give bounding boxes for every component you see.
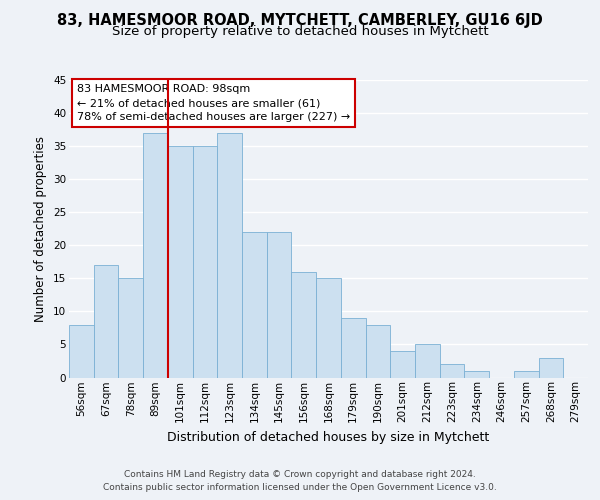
Bar — [94, 265, 118, 378]
Bar — [365, 324, 390, 378]
Bar — [143, 133, 168, 378]
Bar — [464, 371, 489, 378]
Text: 83, HAMESMOOR ROAD, MYTCHETT, CAMBERLEY, GU16 6JD: 83, HAMESMOOR ROAD, MYTCHETT, CAMBERLEY,… — [57, 12, 543, 28]
Bar — [217, 133, 242, 378]
Bar — [193, 146, 217, 378]
Bar — [267, 232, 292, 378]
Bar — [316, 278, 341, 378]
Text: 83 HAMESMOOR ROAD: 98sqm
← 21% of detached houses are smaller (61)
78% of semi-d: 83 HAMESMOOR ROAD: 98sqm ← 21% of detach… — [77, 84, 350, 122]
Bar — [390, 351, 415, 378]
Y-axis label: Number of detached properties: Number of detached properties — [34, 136, 47, 322]
Bar — [69, 324, 94, 378]
X-axis label: Distribution of detached houses by size in Mytchett: Distribution of detached houses by size … — [167, 430, 490, 444]
Text: Contains HM Land Registry data © Crown copyright and database right 2024.: Contains HM Land Registry data © Crown c… — [124, 470, 476, 479]
Bar — [415, 344, 440, 378]
Bar — [292, 272, 316, 378]
Bar — [118, 278, 143, 378]
Bar — [539, 358, 563, 378]
Bar — [341, 318, 365, 378]
Bar — [514, 371, 539, 378]
Bar — [440, 364, 464, 378]
Text: Contains public sector information licensed under the Open Government Licence v3: Contains public sector information licen… — [103, 482, 497, 492]
Text: Size of property relative to detached houses in Mytchett: Size of property relative to detached ho… — [112, 25, 488, 38]
Bar — [242, 232, 267, 378]
Bar — [168, 146, 193, 378]
